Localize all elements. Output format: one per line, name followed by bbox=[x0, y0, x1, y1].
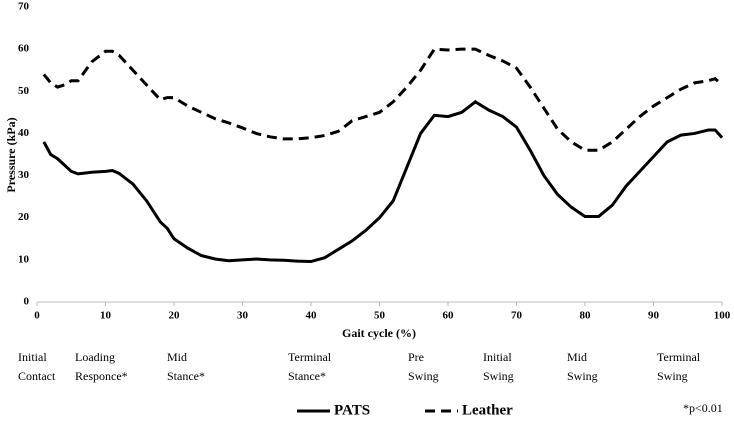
y-tick-label: 70 bbox=[18, 1, 30, 13]
phase-label: Stance* bbox=[167, 369, 205, 383]
phase-label: Terminal bbox=[657, 350, 701, 364]
footnote: *p<0.01 bbox=[683, 401, 723, 415]
y-tick-label: 10 bbox=[18, 253, 30, 265]
y-tick-label: 50 bbox=[18, 85, 30, 97]
x-tick-label: 60 bbox=[443, 310, 455, 322]
y-axis-title: Pressure (kPa) bbox=[4, 117, 18, 192]
phase-label: Initial bbox=[18, 350, 47, 364]
phase-label: Mid bbox=[567, 350, 587, 364]
series-line bbox=[42, 100, 724, 264]
phase-label: Responce* bbox=[75, 369, 128, 383]
phase-label: Swing bbox=[408, 369, 439, 383]
x-axis-title: Gait cycle (%) bbox=[342, 326, 416, 340]
y-tick-label: 20 bbox=[18, 211, 30, 223]
phase-label: Initial bbox=[483, 350, 512, 364]
x-tick-label: 30 bbox=[237, 310, 249, 322]
legend-label: PATS bbox=[334, 402, 370, 418]
x-tick-label: 10 bbox=[100, 310, 112, 322]
x-tick-label: 0 bbox=[34, 310, 40, 322]
legend-label: Leather bbox=[462, 402, 513, 418]
x-tick-label: 80 bbox=[580, 310, 592, 322]
x-tick-label: 100 bbox=[714, 310, 731, 322]
phase-label: Loading bbox=[75, 350, 115, 364]
phase-label: Terminal bbox=[288, 350, 332, 364]
y-tick-label: 30 bbox=[18, 169, 30, 181]
phase-label: Stance* bbox=[288, 369, 326, 383]
x-tick-label: 20 bbox=[169, 310, 181, 322]
phase-label: Swing bbox=[483, 369, 514, 383]
phase-label: Mid bbox=[167, 350, 187, 364]
y-tick-label: 40 bbox=[18, 127, 30, 139]
phase-label: Swing bbox=[657, 369, 688, 383]
y-tick-label: 0 bbox=[24, 296, 30, 308]
series-line bbox=[42, 47, 724, 152]
phase-label: Contact bbox=[18, 369, 56, 383]
x-tick-label: 90 bbox=[648, 310, 660, 322]
x-tick-label: 40 bbox=[306, 310, 318, 322]
phase-label: Pre bbox=[408, 350, 424, 364]
x-tick-label: 50 bbox=[374, 310, 386, 322]
y-tick-label: 60 bbox=[18, 43, 30, 55]
x-tick-label: 70 bbox=[511, 310, 523, 322]
phase-label: Swing bbox=[567, 369, 598, 383]
